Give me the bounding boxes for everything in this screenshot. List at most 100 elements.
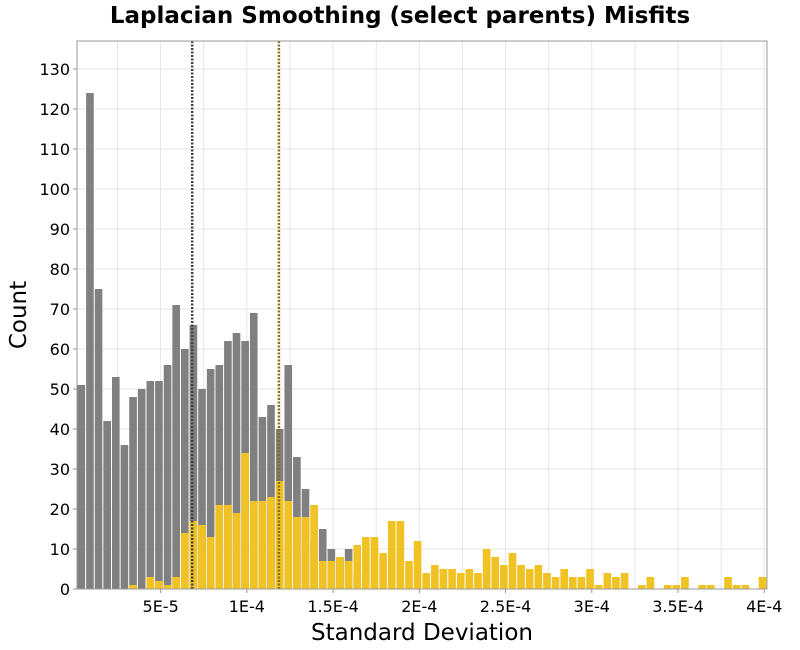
histogram-bar-series-2 xyxy=(569,577,577,589)
y-tick-label: 130 xyxy=(39,60,70,79)
histogram-bar-series-2 xyxy=(543,573,551,589)
histogram-bar-series-1 xyxy=(180,349,189,589)
histogram-bar-series-2 xyxy=(732,585,741,589)
y-tick-label: 110 xyxy=(39,140,70,159)
histogram-bar-series-2 xyxy=(405,561,413,589)
histogram-bar-series-1 xyxy=(155,381,163,589)
histogram-bar-series-2 xyxy=(215,505,224,589)
histogram-bar-series-2 xyxy=(344,561,353,589)
histogram-bar-series-2 xyxy=(603,573,612,589)
y-tick-label: 0 xyxy=(60,580,70,599)
histogram-bar-series-2 xyxy=(594,585,603,589)
histogram-bar-series-2 xyxy=(448,569,456,589)
histogram-bar-series-2 xyxy=(310,505,318,589)
histogram-bar-series-2 xyxy=(396,521,405,589)
histogram-bar-series-1 xyxy=(129,397,137,589)
y-tick-label: 80 xyxy=(50,260,70,279)
y-tick-label: 60 xyxy=(50,340,70,359)
histogram-bar-series-1 xyxy=(77,385,86,589)
histogram-bar-series-2 xyxy=(198,525,206,589)
histogram-bar-series-2 xyxy=(491,557,500,589)
histogram-bar-series-2 xyxy=(724,577,732,589)
histogram-bar-series-2 xyxy=(353,545,362,589)
histogram-bar-series-2 xyxy=(577,577,586,589)
chart-title: Laplacian Smoothing (select parents) Mis… xyxy=(110,3,690,29)
plot-area-background xyxy=(77,41,767,589)
x-tick-label: 2.5E-4 xyxy=(480,597,532,616)
y-tick-label: 70 xyxy=(50,300,70,319)
x-tick-label: 1.5E-4 xyxy=(307,597,359,616)
histogram-bar-series-2 xyxy=(413,541,422,589)
histogram-bar-series-2 xyxy=(180,533,189,589)
y-axis-label: Count xyxy=(6,281,32,349)
histogram-bar-series-2 xyxy=(163,585,172,589)
x-tick-label: 4E-4 xyxy=(746,597,782,616)
histogram-bar-series-1 xyxy=(232,333,241,589)
y-axis-ticks: 0 10 20 30 40 50 60 70 80 90 100 110 120 130 xyxy=(39,60,77,599)
histogram-bar-series-2 xyxy=(224,505,232,589)
y-tick-label: 50 xyxy=(50,380,70,399)
histogram-bar-series-2 xyxy=(534,565,543,589)
histogram-bar-series-2 xyxy=(387,521,396,589)
histogram-bar-series-1 xyxy=(111,377,120,589)
histogram-bar-series-1 xyxy=(103,421,111,589)
histogram-bar-series-1 xyxy=(120,445,129,589)
y-tick-label: 10 xyxy=(50,540,70,559)
histogram-bar-series-1 xyxy=(146,381,155,589)
histogram-bar-series-2 xyxy=(379,553,387,589)
histogram-bar-series-1 xyxy=(318,529,327,589)
histogram-bar-series-2 xyxy=(741,585,750,589)
x-tick-label: 1E-4 xyxy=(229,597,265,616)
histogram-bar-series-2 xyxy=(551,577,560,589)
histogram-bar-series-2 xyxy=(474,573,482,589)
histogram-bar-series-2 xyxy=(241,453,249,589)
histogram-bar-series-1 xyxy=(163,365,172,589)
histogram-bar-series-2 xyxy=(681,577,689,589)
histogram-bar-series-2 xyxy=(758,577,767,589)
histogram-bar-series-2 xyxy=(172,577,180,589)
histogram-bar-series-2 xyxy=(698,585,706,589)
histogram-bar-series-1 xyxy=(224,341,232,589)
histogram-bar-series-2 xyxy=(637,585,646,589)
histogram-bar-series-1 xyxy=(206,369,215,589)
x-tick-label: 2E-4 xyxy=(401,597,437,616)
histogram-bar-series-2 xyxy=(646,577,655,589)
histogram-bar-series-2 xyxy=(155,581,163,589)
histogram-bar-series-2 xyxy=(431,565,439,589)
histogram-bar-series-2 xyxy=(336,557,344,589)
histogram-bar-series-1 xyxy=(172,305,180,589)
y-tick-label: 90 xyxy=(50,220,70,239)
histogram-bar-series-2 xyxy=(189,521,198,589)
histogram-bar-series-2 xyxy=(456,573,465,589)
histogram-bar-series-2 xyxy=(258,501,267,589)
histogram-bar-series-2 xyxy=(301,517,310,589)
x-tick-label: 3.5E-4 xyxy=(652,597,704,616)
histogram-bar-series-2 xyxy=(129,585,137,589)
histogram-bar-series-2 xyxy=(267,497,275,589)
histogram-bar-series-2 xyxy=(465,569,474,589)
plot-area-border xyxy=(76,40,768,590)
histogram-bar-series-2 xyxy=(620,573,629,589)
histogram-bar-series-1 xyxy=(284,365,293,589)
histogram-bar-series-1 xyxy=(94,289,103,589)
y-tick-label: 30 xyxy=(50,460,70,479)
histogram-bar-series-1 xyxy=(137,389,146,589)
histogram-bar-series-2 xyxy=(422,573,431,589)
reference-lines-layer xyxy=(190,41,281,589)
histogram-bar-series-2 xyxy=(500,565,508,589)
histogram-bar-series-2 xyxy=(293,517,301,589)
x-tick-label: 3E-4 xyxy=(574,597,610,616)
histogram-bar-series-1 xyxy=(86,93,94,589)
histogram-bar-series-2 xyxy=(318,561,327,589)
histogram-bar-series-2 xyxy=(284,501,293,589)
histogram-bar-series-2 xyxy=(370,537,379,589)
x-tick-label: 5E-5 xyxy=(143,597,179,616)
histogram-bar-series-2 xyxy=(612,577,620,589)
y-tick-label: 20 xyxy=(50,500,70,519)
y-tick-label: 100 xyxy=(39,180,70,199)
histogram-bar-series-2 xyxy=(525,569,534,589)
histogram-bar-series-1 xyxy=(189,325,198,589)
histogram-bar-series-1 xyxy=(215,365,224,589)
histogram-bar-series-2 xyxy=(206,537,215,589)
